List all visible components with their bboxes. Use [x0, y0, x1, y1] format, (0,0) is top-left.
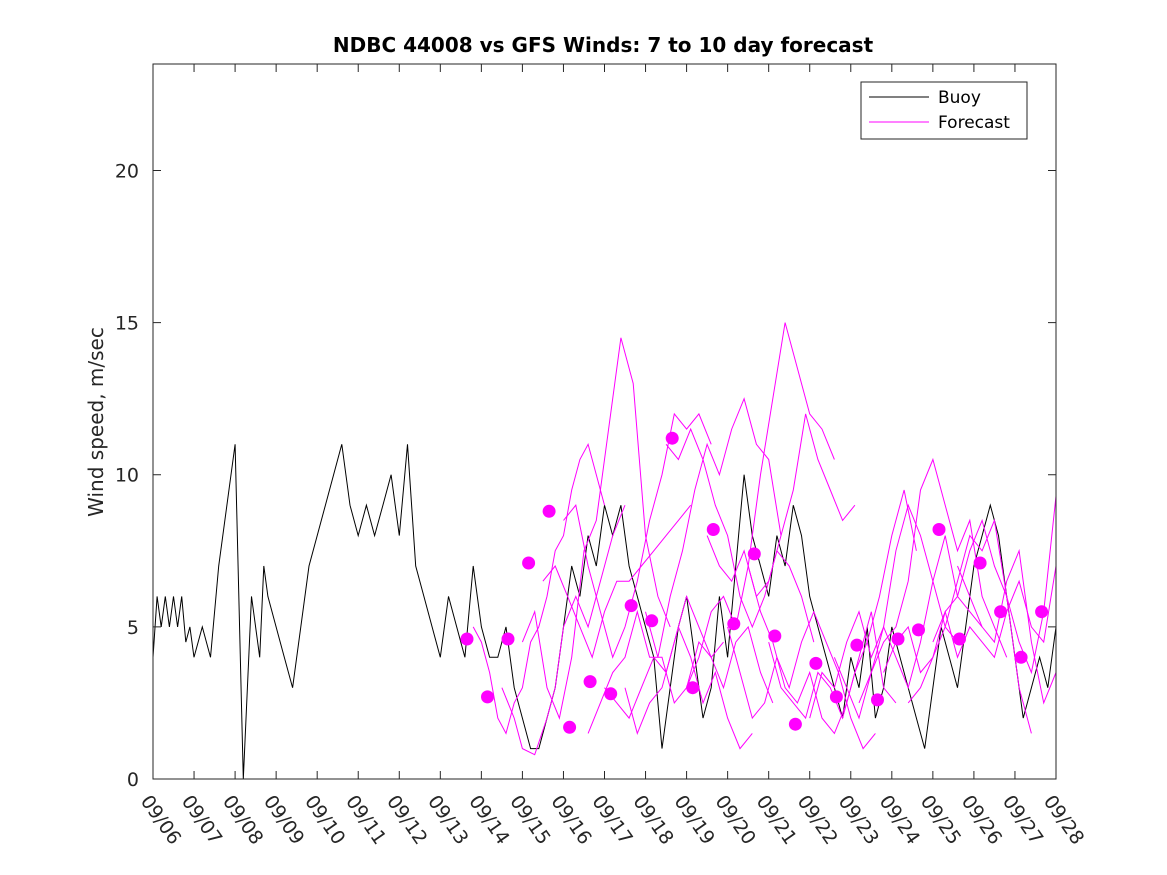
forecast-marker [624, 599, 638, 613]
forecast-trace-5 [563, 412, 712, 659]
forecast-marker [686, 681, 700, 695]
y-tick-label: 15 [115, 313, 139, 335]
buoy-series-line [152, 444, 1057, 780]
forecast-marker [871, 693, 884, 707]
forecast-trace-20 [907, 495, 1057, 704]
forecast-marker [912, 623, 925, 637]
forecast-trace-2 [501, 505, 626, 756]
forecast-marker [665, 431, 679, 445]
forecast-trace-13 [727, 610, 876, 750]
forecast-marker [809, 656, 823, 670]
forecast-marker [501, 632, 515, 646]
forecast-marker [1014, 650, 1028, 664]
legend-forecast-label: Forecast [938, 113, 1010, 133]
forecast-marker [953, 632, 966, 646]
forecast-marker [1035, 605, 1049, 619]
forecast-trace-15 [768, 489, 917, 720]
forecast-marker [747, 547, 761, 561]
legend-buoy-label: Buoy [938, 88, 981, 108]
forecast-trace-21 [932, 565, 1057, 659]
forecast-trace-1 [472, 442, 605, 735]
legend: Buoy Forecast [860, 81, 1028, 140]
forecast-trace-11 [686, 322, 835, 688]
forecast-marker [481, 690, 494, 704]
forecast-trace-9 [645, 397, 782, 658]
forecast-marker [460, 632, 474, 646]
forecast-trace-22 [957, 548, 1057, 705]
y-tick-label: 5 [127, 617, 139, 639]
forecast-marker [583, 675, 597, 689]
legend-box [860, 81, 1028, 140]
forecast-marker [932, 523, 946, 536]
y-tick-label: 0 [127, 769, 139, 791]
forecast-marker [788, 717, 802, 731]
forecast-marker [994, 605, 1008, 619]
forecast-marker [727, 617, 741, 631]
forecast-marker [850, 638, 864, 652]
forecast-marker [706, 523, 720, 536]
forecast-marker [522, 556, 536, 570]
forecast-trace-12 [706, 413, 856, 598]
y-tick-label: 20 [115, 160, 139, 182]
y-axis-label: Wind speed, m/sec [84, 327, 108, 517]
forecast-marker [542, 504, 556, 518]
forecast-trace-8 [624, 594, 774, 735]
forecast-marker [768, 629, 782, 643]
forecast-trace-3 [521, 337, 671, 720]
forecast-marker [645, 614, 659, 628]
forecast-marker [563, 720, 577, 734]
y-tick-label: 10 [115, 465, 139, 487]
forecast-marker [973, 556, 987, 570]
forecast-marker [891, 632, 905, 646]
forecast-marker [829, 690, 843, 704]
forecast-trace-10 [665, 427, 815, 643]
forecast-trace-18 [858, 457, 1008, 704]
forecast-trace-6 [587, 609, 724, 734]
chart-title: NDBC 44008 vs GFS Winds: 7 to 10 day for… [333, 33, 874, 57]
forecast-marker [604, 687, 618, 701]
forecast-trace-4 [542, 504, 692, 659]
